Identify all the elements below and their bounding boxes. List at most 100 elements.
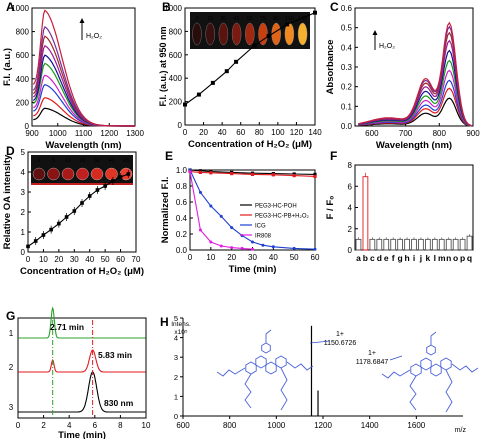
y-tick-label: 400	[169, 74, 183, 83]
y-tick-label: 600	[16, 51, 30, 60]
y-tick-label: 0.8	[176, 182, 188, 191]
ring	[275, 355, 287, 369]
y-tick-label: 2	[174, 373, 178, 382]
category-label: p	[460, 253, 465, 263]
chain	[381, 369, 411, 379]
panel-letter: F	[330, 149, 337, 163]
y-tick-label: 0.2	[176, 230, 188, 239]
inset-label: 110	[285, 16, 294, 22]
y-tick-label: 1000	[11, 4, 29, 13]
y-tick-label: 0.6	[176, 198, 188, 207]
y-tick-label: 800	[16, 28, 30, 37]
inset-label: 30	[220, 16, 226, 22]
category-label: i	[413, 253, 415, 263]
y-axis-label: Relative OA intensity	[2, 154, 13, 249]
x-tick-label: 50	[101, 255, 110, 264]
bar	[390, 238, 397, 251]
inset-label: 5	[52, 158, 55, 164]
y-tick-label: 3	[174, 353, 178, 362]
x-tick-label: 1200	[100, 129, 118, 138]
y-tick-label: 0.0	[341, 122, 353, 131]
chain	[409, 375, 417, 411]
inset-sample-well	[119, 167, 133, 181]
x-tick-label: 40	[218, 128, 227, 137]
data-point-marker	[210, 80, 215, 85]
inset-colorbar	[31, 183, 133, 185]
x-axis-label: Concentration of H₂O₂ (μM)	[188, 139, 312, 150]
category-label: b	[363, 253, 368, 263]
pointer-line	[389, 355, 403, 361]
panel-a: 900 1000 1100 1200 1300 0 200 400 600 800 1000 H₂O₂…	[2, 0, 144, 151]
plot-frame	[184, 7, 316, 126]
chromatogram-trace	[18, 371, 146, 413]
chain	[244, 373, 252, 409]
bar	[383, 238, 390, 251]
y-tick-label: 5	[174, 314, 178, 323]
chain	[216, 367, 246, 377]
data-point-marker	[198, 228, 202, 232]
arrow-head	[79, 18, 85, 23]
arrow-label: H₂O₂	[86, 33, 102, 40]
ring	[245, 361, 257, 375]
panel-letter: A	[6, 0, 15, 14]
x-tick-label: 1300	[126, 129, 144, 138]
inset-label: 65	[123, 158, 129, 164]
x-tick-label: 60	[311, 253, 320, 262]
category-label: g	[398, 253, 403, 263]
y-tick-label: 0	[178, 121, 183, 130]
category-label: f	[392, 253, 395, 263]
y-tick-label: 1	[21, 228, 26, 237]
data-point-marker	[313, 172, 317, 176]
bar	[404, 238, 410, 251]
category-label: h	[404, 253, 409, 263]
category-label: m	[438, 253, 446, 263]
molecule-structure-right	[381, 331, 479, 413]
x-tick-label: 2	[41, 421, 46, 430]
y-tick-label: 4	[21, 168, 26, 177]
y-tick-label: 0	[348, 246, 353, 255]
bar	[362, 176, 369, 251]
data-point-marker	[198, 190, 202, 194]
y-tick-label: 6	[348, 182, 353, 191]
x-tick-label: 20	[54, 255, 63, 264]
series-line	[189, 171, 316, 177]
data-point-marker	[198, 170, 203, 174]
data-point-marker	[251, 247, 254, 251]
inset-sample-well	[90, 167, 104, 181]
inset-label: 40	[108, 158, 114, 164]
x-tick-label: 30	[248, 253, 257, 262]
peak-mz-label: 1150.6726	[324, 340, 357, 347]
y-tick-label: 2	[21, 208, 26, 217]
inset-label: 30	[94, 158, 100, 164]
y-tick-label: 0.3	[341, 63, 353, 72]
data-point-marker	[230, 246, 234, 250]
trace-label: 1	[9, 329, 14, 338]
category-label: n	[446, 253, 451, 263]
trace-label: 3	[9, 403, 14, 412]
panel-h: 600 800 1000 1200 1400 1600 0 1 2 3 4 5 1+ 1150.6726 1…	[160, 314, 479, 434]
inset-sample-tube	[245, 22, 255, 46]
inset-sample-well	[47, 167, 60, 181]
y-tick-label: 0.6	[341, 4, 353, 13]
plot-frame	[354, 164, 474, 251]
chain	[451, 363, 479, 373]
data-point-marker	[234, 59, 239, 64]
y-axis-label: Intens.	[171, 321, 191, 328]
substituent	[265, 329, 272, 343]
ring	[420, 357, 432, 371]
bar	[452, 238, 459, 251]
plot-frame	[27, 151, 137, 253]
annotation-label: 830 nm	[104, 398, 134, 408]
x-axis-label: Time (min)	[58, 430, 106, 439]
x-tick-label: 70	[132, 255, 141, 264]
y-tick-label: 1.0	[176, 166, 188, 175]
x-tick-label: 0	[188, 253, 193, 262]
x-tick-label: 900	[25, 129, 39, 138]
x-tick-label: 50	[290, 253, 299, 262]
data-point-marker	[209, 204, 213, 208]
x-tick-label: 0	[16, 421, 21, 430]
absorbance-spectrum-line	[358, 97, 472, 127]
x-tick-label: 100	[271, 128, 285, 137]
y-axis-label: F.I. (a.u.) at 950 nm	[158, 26, 168, 106]
